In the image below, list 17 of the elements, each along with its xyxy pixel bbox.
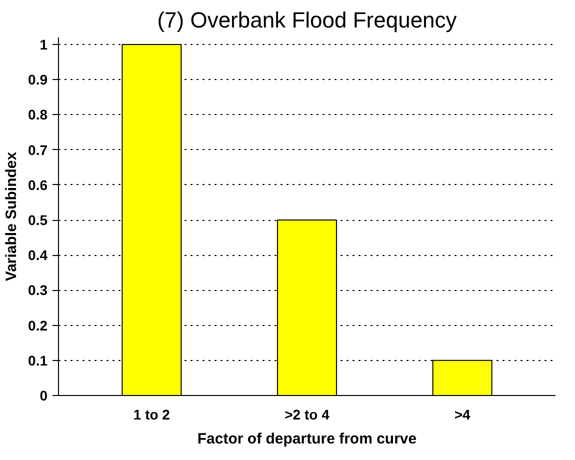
y-tick-label: 0.5 (28, 212, 48, 228)
x-tick-label: >2 to 4 (284, 406, 330, 422)
y-axis-title: Variable Subindex (3, 151, 20, 282)
y-tick-label: 0.9 (28, 72, 48, 88)
y-tick-label: 0 (40, 388, 48, 404)
x-tick-label: 1 to 2 (133, 406, 170, 422)
y-tick-label: 0.8 (28, 106, 48, 123)
y-tick-label: 0.4 (28, 247, 48, 264)
y-tick-label: 0.7 (28, 142, 48, 158)
y-tick-label: 0.1 (28, 352, 48, 368)
y-tick-label: 1 (40, 36, 48, 53)
x-tick-label: >4 (454, 406, 471, 422)
y-tick-label: 0.2 (28, 317, 48, 334)
y-tick-label: 0.6 (28, 176, 48, 193)
x-axis-title: Factor of departure from curve (197, 430, 417, 448)
chart-title: (7) Overbank Flood Frequency (157, 8, 457, 32)
y-tick-label: 0.3 (28, 282, 48, 298)
